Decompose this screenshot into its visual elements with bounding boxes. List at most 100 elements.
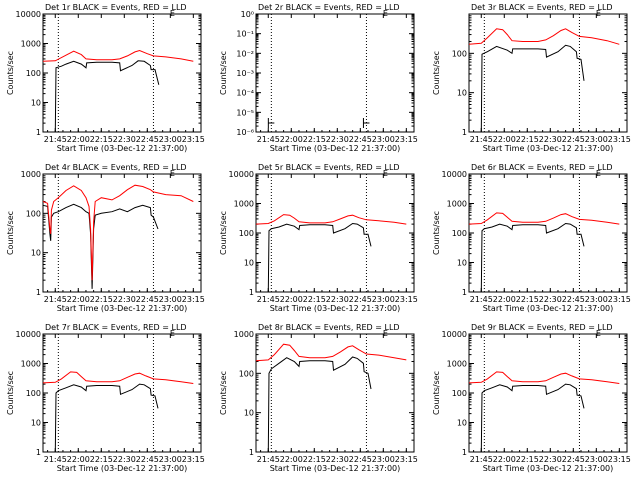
x-axis-label: Start Time (03-Dec-12 21:37:00): [270, 464, 401, 473]
y-tick-label: 1000: [234, 200, 254, 209]
x-tick-label: 21:45: [257, 455, 280, 464]
y-axis-label: Counts/sec: [6, 211, 15, 255]
series-events: [43, 60, 160, 133]
x-tick-label: 23:00: [159, 295, 182, 304]
x-tick-label: 23:00: [372, 455, 395, 464]
x-tick-label: 23:15: [608, 295, 631, 304]
y-tick-label: 100: [239, 229, 254, 238]
series-lld: [42, 371, 194, 384]
y-tick-label: 1000: [447, 200, 467, 209]
y-tick-label: 1: [462, 288, 467, 297]
x-tick-label: 21:45: [257, 135, 280, 144]
x-tick-label: 23:15: [608, 135, 631, 144]
series-lld: [42, 49, 194, 62]
x-tick-label: 23:00: [159, 135, 182, 144]
y-tick-label: 1000: [234, 330, 254, 339]
x-tick-label: 21:45: [44, 135, 67, 144]
x-tick-label: 23:00: [159, 455, 182, 464]
x-tick-label: 22:45: [349, 135, 372, 144]
chart-title: Det 4r BLACK = Events, RED = LLD: [45, 163, 187, 172]
x-tick-label: 22:00: [67, 455, 90, 464]
x-tick-label: 23:15: [395, 135, 418, 144]
series-lld: [468, 28, 620, 45]
x-tick-label: 21:45: [470, 455, 493, 464]
x-tick-label: 21:45: [470, 295, 493, 304]
x-tick-label: 21:45: [44, 455, 67, 464]
x-tick-label: 22:30: [326, 295, 349, 304]
x-tick-label: 22:45: [349, 295, 372, 304]
chart-title: Det 8r BLACK = Events, RED = LLD: [258, 323, 400, 332]
y-tick-label: 10⁻¹: [236, 30, 254, 39]
y-tick-label: 1000: [21, 40, 41, 49]
x-tick-label: 22:15: [516, 135, 539, 144]
x-axis-label: Start Time (03-Dec-12 21:37:00): [57, 144, 188, 153]
x-tick-label: 22:15: [516, 295, 539, 304]
y-axis-label: Counts/sec: [432, 211, 441, 255]
y-tick-label: 10: [457, 419, 467, 428]
y-tick-label: 100: [452, 389, 467, 398]
y-tick-label: 1: [462, 448, 467, 457]
y-tick-label: 100: [26, 209, 41, 218]
x-tick-label: 22:30: [539, 135, 562, 144]
y-tick-label: 10⁻²: [236, 49, 254, 58]
x-tick-label: 23:00: [372, 295, 395, 304]
chart-title: Det 2r BLACK = Events, RED = LLD: [258, 3, 400, 12]
x-tick-label: 22:15: [90, 135, 113, 144]
series-events: [480, 222, 585, 293]
x-tick-label: 22:00: [67, 295, 90, 304]
plot-frame: [255, 173, 415, 293]
y-tick-label: 10⁻³: [236, 69, 254, 78]
chart-title: Det 9r BLACK = Events, RED = LLD: [471, 323, 613, 332]
x-tick-label: 22:30: [539, 455, 562, 464]
y-tick-label: 10000: [229, 170, 254, 179]
y-tick-label: 1: [249, 448, 254, 457]
x-tick-label: 22:00: [493, 135, 516, 144]
x-tick-label: 22:15: [303, 455, 326, 464]
y-tick-label: 10000: [442, 330, 467, 339]
y-tick-label: 10: [31, 419, 41, 428]
x-axis-label: Start Time (03-Dec-12 21:37:00): [483, 304, 614, 313]
y-tick-label: 10: [244, 259, 254, 268]
x-axis-label: Start Time (03-Dec-12 21:37:00): [483, 464, 614, 473]
x-tick-label: 22:45: [562, 455, 585, 464]
series-lld: [468, 212, 620, 225]
y-tick-label: 1: [36, 288, 41, 297]
y-tick-label: 10: [31, 249, 41, 258]
series-events: [54, 383, 159, 453]
x-axis-label: Start Time (03-Dec-12 21:37:00): [270, 144, 401, 153]
plot-frame: [468, 173, 628, 293]
x-tick-label: 22:00: [493, 295, 516, 304]
x-tick-label: 22:45: [136, 455, 159, 464]
x-tick-label: 22:45: [136, 135, 159, 144]
x-tick-label: 23:00: [585, 295, 608, 304]
series-events: [267, 356, 372, 453]
y-tick-label: 100: [452, 229, 467, 238]
x-tick-label: 22:15: [90, 295, 113, 304]
x-tick-label: 23:00: [585, 135, 608, 144]
x-axis-label: Start Time (03-Dec-12 21:37:00): [270, 304, 401, 313]
x-tick-label: 23:15: [395, 455, 418, 464]
plot-frame: [255, 13, 415, 133]
y-tick-label: 10: [31, 99, 41, 108]
chart-title: Det 6r BLACK = Events, RED = LLD: [471, 163, 613, 172]
y-tick-label: 1000: [447, 360, 467, 369]
y-tick-label: 1: [36, 128, 41, 137]
y-tick-label: 100: [239, 369, 254, 378]
y-tick-label: 10⁻⁵: [236, 108, 254, 117]
y-tick-label: 10⁰: [241, 10, 254, 19]
x-tick-label: 22:30: [326, 135, 349, 144]
x-tick-label: 23:15: [182, 455, 205, 464]
x-tick-label: 22:45: [562, 135, 585, 144]
chart-title: Det 7r BLACK = Events, RED = LLD: [45, 323, 187, 332]
y-tick-label: 1000: [21, 360, 41, 369]
y-tick-label: 10⁻⁴: [236, 89, 254, 98]
y-tick-label: 100: [26, 69, 41, 78]
x-tick-label: 23:15: [608, 455, 631, 464]
